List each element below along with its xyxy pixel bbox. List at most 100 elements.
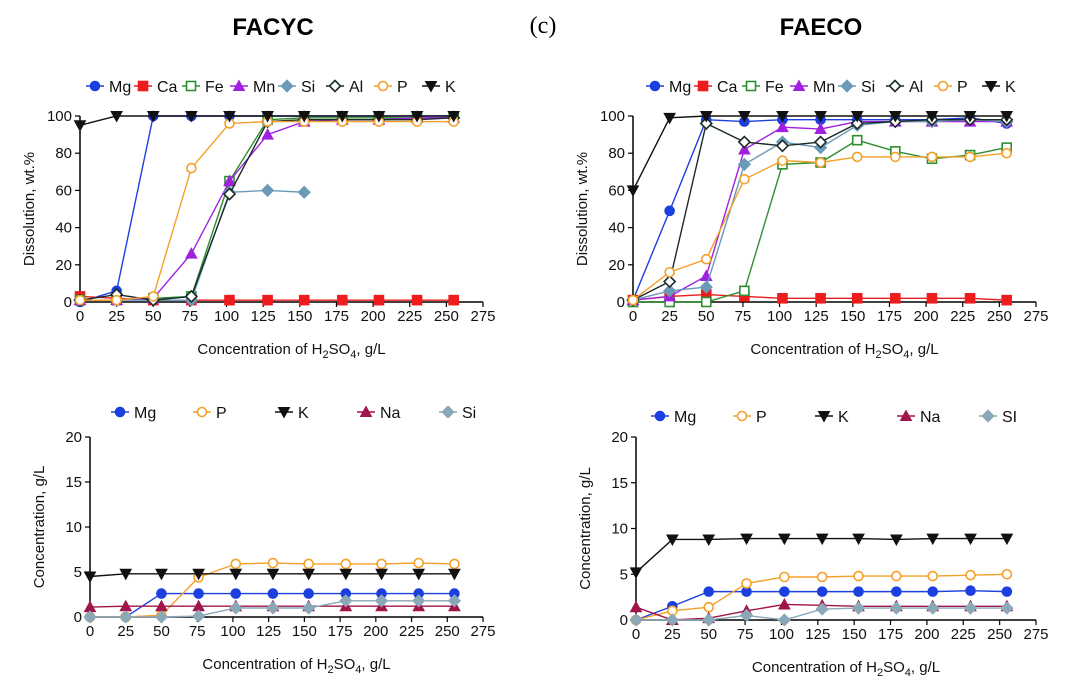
data-point	[1001, 147, 1012, 159]
data-point	[927, 570, 939, 582]
legend-label: Fe	[765, 79, 784, 96]
data-point	[663, 284, 677, 298]
y-axis-label: Dissolution, wt.%	[574, 152, 591, 266]
data-point	[230, 588, 242, 599]
data-point	[626, 185, 640, 197]
data-point	[261, 128, 274, 140]
legend-label: Mn	[813, 79, 835, 96]
y-tick-label: 10	[65, 519, 82, 536]
x-tick-label: 275	[470, 308, 495, 325]
data-point	[266, 601, 280, 615]
y-tick-label: 5	[620, 566, 628, 583]
data-point	[815, 157, 826, 168]
data-point	[629, 567, 643, 579]
legend-label: P	[957, 79, 968, 96]
y-tick-label: 20	[65, 429, 82, 446]
data-point	[777, 155, 788, 166]
x-tick-label: 200	[363, 623, 388, 640]
legend-label: Na	[380, 405, 401, 422]
data-point	[926, 151, 938, 163]
legend-entry: P	[934, 79, 968, 96]
data-point	[185, 247, 198, 259]
series-fe	[74, 112, 459, 306]
data-point	[73, 120, 87, 132]
data-point	[303, 588, 314, 599]
chart-2: 0 25 50 75 100 125 150 175 200 225 250 275 0 5 10 15 20 C…	[31, 405, 496, 676]
data-point	[1000, 601, 1014, 615]
x-tick-label: 100	[220, 623, 245, 640]
y-tick-label: 20	[611, 429, 628, 446]
x-tick-label: 225	[399, 623, 424, 640]
data-point	[851, 151, 863, 163]
series-al	[73, 111, 461, 307]
data-point	[1000, 111, 1014, 123]
legend-label: K	[298, 405, 309, 422]
x-tick-label: 200	[914, 308, 939, 325]
legend-marker	[937, 80, 949, 92]
x-tick-label: 150	[840, 308, 865, 325]
data-point	[814, 122, 827, 135]
data-point	[266, 568, 280, 581]
data-point	[776, 111, 789, 123]
data-point	[339, 594, 353, 608]
y-tick-label: 40	[55, 220, 72, 237]
y-tick-label: 40	[608, 220, 625, 237]
legend-marker	[277, 407, 291, 419]
y-tick-label: 80	[55, 145, 72, 162]
legend-entry: Mn	[790, 79, 835, 96]
x-tick-label: 275	[1023, 308, 1048, 325]
data-point	[303, 558, 314, 570]
x-tick-label: 150	[287, 308, 312, 325]
data-point	[926, 601, 940, 615]
data-point	[448, 568, 461, 581]
data-point	[298, 294, 310, 306]
legend-marker	[114, 406, 126, 418]
legend-label: P	[397, 79, 408, 96]
data-point	[261, 111, 274, 123]
y-tick-label: 60	[55, 182, 72, 199]
legend-entry: Si	[838, 79, 875, 96]
x-tick-label: 25	[664, 626, 681, 643]
legend-entry: K	[815, 409, 849, 426]
data-point	[925, 111, 939, 123]
data-point	[737, 157, 752, 171]
series-mg	[74, 110, 459, 308]
series-si	[629, 601, 1014, 627]
x-tick-label: 125	[256, 623, 281, 640]
data-point	[665, 613, 679, 627]
legend-entry: Ca	[134, 79, 178, 96]
legend-label: Ca	[157, 79, 178, 96]
data-point	[816, 571, 828, 583]
data-point	[372, 111, 386, 123]
x-tick-label: 25	[661, 308, 678, 325]
legend-entry: Mg	[646, 79, 691, 96]
legend-entry: Fe	[742, 79, 784, 96]
data-point	[119, 610, 133, 624]
x-tick-label: 25	[117, 623, 134, 640]
legend-marker	[232, 79, 246, 91]
x-tick-label: 250	[987, 308, 1012, 325]
legend-label: Ca	[717, 79, 738, 96]
x-tick-label: 225	[950, 308, 975, 325]
legend-marker	[359, 405, 373, 417]
data-point	[193, 588, 204, 599]
legend-marker	[196, 406, 208, 418]
x-tick-label: 150	[842, 626, 867, 643]
data-point	[185, 111, 198, 123]
legend-label: Mg	[109, 79, 131, 96]
data-point	[740, 533, 753, 546]
data-point	[154, 610, 169, 624]
series-line	[79, 117, 454, 301]
data-point	[779, 586, 790, 597]
legend-marker	[280, 79, 294, 93]
data-point	[738, 111, 751, 123]
data-point	[339, 568, 353, 581]
x-tick-label: 125	[251, 308, 276, 325]
data-point	[964, 292, 976, 304]
y-axis-label: Dissolution, wt.%	[21, 152, 38, 266]
legend-label: P	[756, 409, 767, 426]
data-point	[297, 111, 311, 123]
x-tick-label: 275	[470, 623, 495, 640]
data-point	[297, 185, 311, 199]
